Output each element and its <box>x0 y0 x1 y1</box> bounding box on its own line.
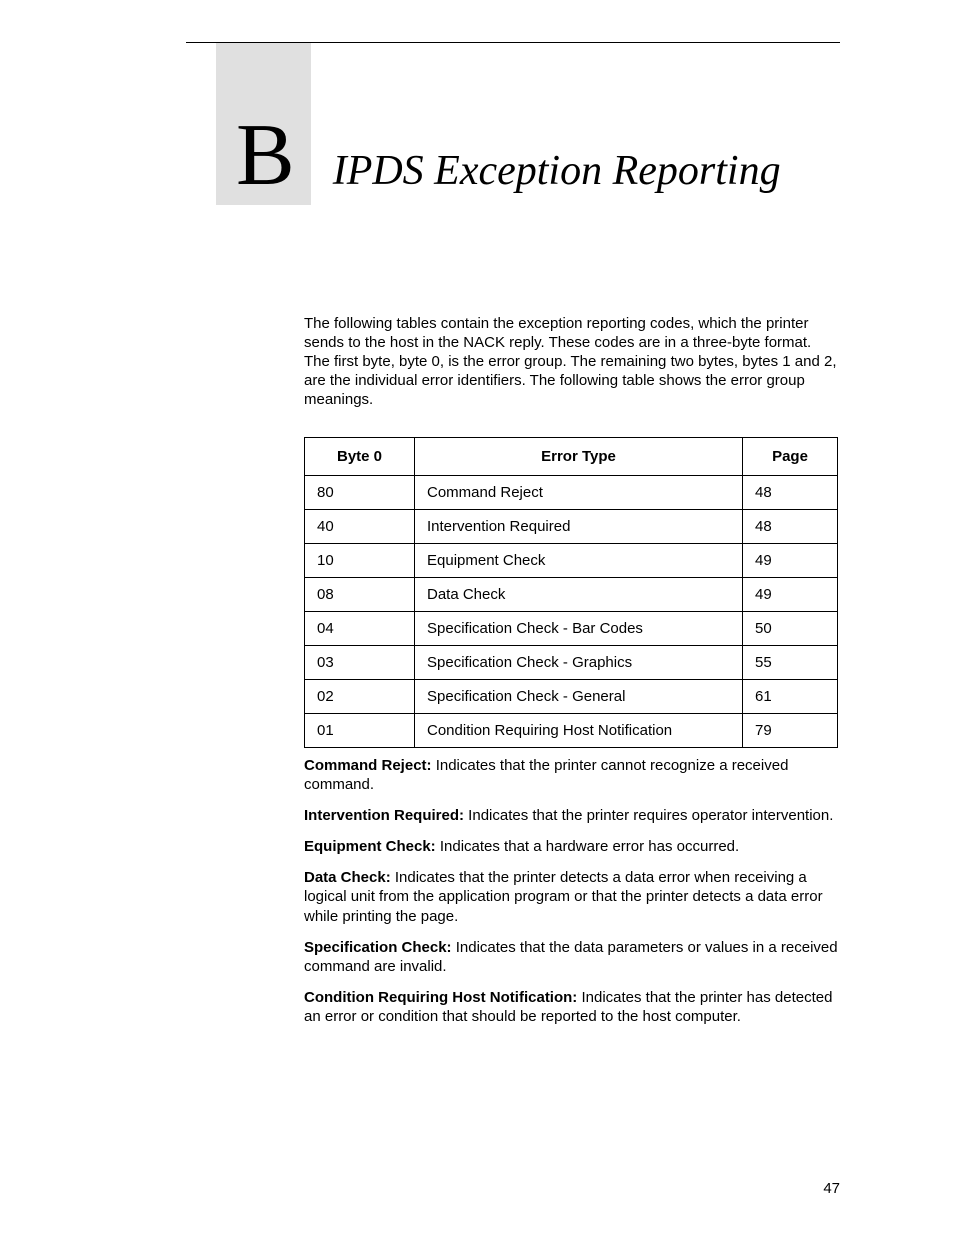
definition-term: Condition Requiring Host Notification: <box>304 989 577 1006</box>
table-row: 01 Condition Requiring Host Notification… <box>305 714 838 748</box>
definition-item: Data Check: Indicates that the printer d… <box>304 868 838 925</box>
page-number: 47 <box>823 1180 840 1197</box>
cell-byte: 08 <box>305 578 415 612</box>
cell-type: Specification Check - Bar Codes <box>415 612 743 646</box>
definition-item: Equipment Check: Indicates that a hardwa… <box>304 837 838 856</box>
table-row: 40 Intervention Required 48 <box>305 510 838 544</box>
cell-type: Data Check <box>415 578 743 612</box>
cell-page: 48 <box>743 510 838 544</box>
definition-item: Specification Check: Indicates that the … <box>304 938 838 976</box>
cell-byte: 04 <box>305 612 415 646</box>
cell-type: Specification Check - General <box>415 680 743 714</box>
cell-byte: 01 <box>305 714 415 748</box>
appendix-header: B IPDS Exception Reporting <box>236 105 781 206</box>
cell-byte: 40 <box>305 510 415 544</box>
definitions-block: Command Reject: Indicates that the print… <box>304 756 838 1026</box>
cell-byte: 03 <box>305 646 415 680</box>
definition-term: Specification Check: <box>304 939 452 956</box>
definition-term: Data Check: <box>304 869 391 886</box>
cell-page: 49 <box>743 578 838 612</box>
cell-byte: 02 <box>305 680 415 714</box>
table-row: 04 Specification Check - Bar Codes 50 <box>305 612 838 646</box>
definition-term: Command Reject: <box>304 757 432 774</box>
header-page: Page <box>743 438 838 476</box>
cell-type: Condition Requiring Host Notification <box>415 714 743 748</box>
table-row: 03 Specification Check - Graphics 55 <box>305 646 838 680</box>
content-area: The following tables contain the excepti… <box>304 314 838 1038</box>
cell-byte: 80 <box>305 476 415 510</box>
cell-type: Command Reject <box>415 476 743 510</box>
cell-byte: 10 <box>305 544 415 578</box>
definition-item: Command Reject: Indicates that the print… <box>304 756 838 794</box>
table-row: 02 Specification Check - General 61 <box>305 680 838 714</box>
cell-type: Intervention Required <box>415 510 743 544</box>
header-error-type: Error Type <box>415 438 743 476</box>
cell-page: 50 <box>743 612 838 646</box>
definition-term: Intervention Required: <box>304 807 464 824</box>
table-row: 08 Data Check 49 <box>305 578 838 612</box>
page-container: B IPDS Exception Reporting The following… <box>0 0 954 1235</box>
cell-page: 49 <box>743 544 838 578</box>
cell-page: 79 <box>743 714 838 748</box>
cell-page: 55 <box>743 646 838 680</box>
header-byte0: Byte 0 <box>305 438 415 476</box>
definition-term: Equipment Check: <box>304 838 436 855</box>
cell-type: Equipment Check <box>415 544 743 578</box>
definition-item: Condition Requiring Host Notification: I… <box>304 988 838 1026</box>
cell-page: 61 <box>743 680 838 714</box>
definition-desc: Indicates that the printer requires oper… <box>464 807 833 824</box>
appendix-title: IPDS Exception Reporting <box>333 147 781 195</box>
cell-page: 48 <box>743 476 838 510</box>
definition-desc: Indicates that a hardware error has occu… <box>436 838 740 855</box>
table-row: 10 Equipment Check 49 <box>305 544 838 578</box>
intro-paragraph: The following tables contain the excepti… <box>304 314 838 409</box>
definition-item: Intervention Required: Indicates that th… <box>304 806 838 825</box>
error-group-table: Byte 0 Error Type Page 80 Command Reject… <box>304 437 838 748</box>
cell-type: Specification Check - Graphics <box>415 646 743 680</box>
appendix-letter: B <box>236 105 295 206</box>
table-row: 80 Command Reject 48 <box>305 476 838 510</box>
table-header-row: Byte 0 Error Type Page <box>305 438 838 476</box>
